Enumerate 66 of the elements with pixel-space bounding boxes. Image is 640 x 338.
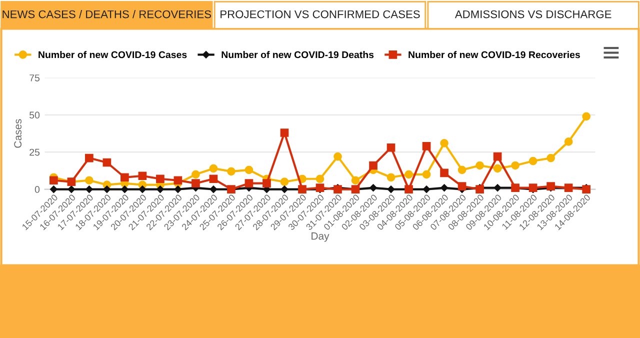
y-tick-label: 25 — [30, 148, 40, 156]
point — [458, 166, 466, 174]
point — [50, 186, 58, 193]
point — [156, 174, 164, 184]
point — [440, 184, 448, 192]
point — [440, 139, 448, 148]
point — [121, 186, 128, 193]
point — [138, 172, 147, 180]
point — [476, 161, 484, 170]
point — [85, 154, 94, 162]
point — [85, 176, 94, 185]
legend-label: Number of new COVID-19 Recoveries — [408, 51, 580, 58]
point — [244, 166, 254, 174]
point — [280, 178, 289, 186]
point — [404, 170, 413, 179]
x-axis-title: Day — [312, 232, 330, 242]
y-axis-title: Cases — [14, 119, 22, 148]
point — [174, 176, 182, 185]
point — [86, 186, 93, 193]
point — [227, 167, 236, 176]
point — [369, 161, 378, 170]
point — [511, 161, 520, 170]
point — [528, 156, 538, 166]
point — [387, 186, 395, 193]
text: ADMISSIONS VS DISCHARGE — [454, 10, 612, 18]
point — [192, 179, 200, 188]
text: PROJECTION VS CONFIRMED CASES — [220, 10, 420, 18]
point — [458, 182, 466, 190]
point — [68, 186, 76, 193]
point — [370, 184, 377, 192]
point — [156, 186, 164, 193]
point — [440, 168, 448, 178]
point — [493, 164, 502, 173]
point — [102, 158, 112, 167]
point — [386, 143, 396, 152]
point — [280, 186, 288, 193]
point — [564, 138, 573, 146]
point — [493, 152, 502, 161]
point — [103, 186, 111, 193]
point — [210, 186, 218, 193]
point — [351, 176, 360, 185]
point — [422, 170, 431, 179]
point — [262, 179, 271, 188]
y-tick-label: 75 — [30, 74, 40, 82]
point — [386, 173, 396, 182]
y-tick-label: 50 — [30, 112, 40, 119]
point — [316, 174, 324, 184]
point — [174, 186, 182, 193]
point — [138, 186, 146, 193]
point — [422, 186, 430, 193]
y-tick-label: 0 — [34, 186, 40, 193]
text: NEWS CASES / DEATHS / RECOVERIES — [2, 10, 212, 18]
point — [422, 142, 431, 150]
point — [280, 128, 289, 137]
point — [192, 170, 200, 179]
legend-label: Number of new COVID-19 Deaths — [222, 51, 374, 58]
point — [120, 173, 129, 182]
point — [244, 179, 254, 188]
point — [50, 176, 58, 185]
point — [334, 152, 342, 161]
point — [546, 154, 555, 162]
legend-label: Number of new COVID-19 Cases — [38, 51, 187, 58]
point — [209, 164, 218, 173]
point — [209, 174, 218, 184]
point — [582, 112, 590, 121]
point — [494, 184, 502, 192]
